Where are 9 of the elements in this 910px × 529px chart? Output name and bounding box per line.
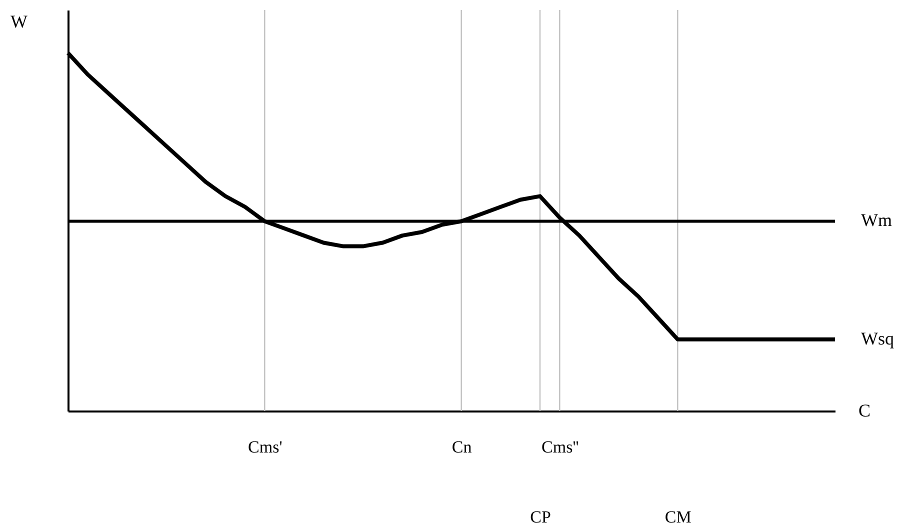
x-tick-label: Cms'	[248, 438, 282, 456]
ref-line-label: Wm	[861, 210, 892, 230]
x-axis-title: C	[858, 400, 871, 420]
x-tick-label: CP	[530, 508, 551, 526]
series-label: Wsq	[861, 328, 894, 348]
x-tick-label: Cn	[452, 438, 472, 456]
x-tick-label: CM	[664, 508, 692, 526]
x-tick-label: Cms''	[542, 438, 579, 456]
y-axis-title: W	[10, 12, 28, 32]
